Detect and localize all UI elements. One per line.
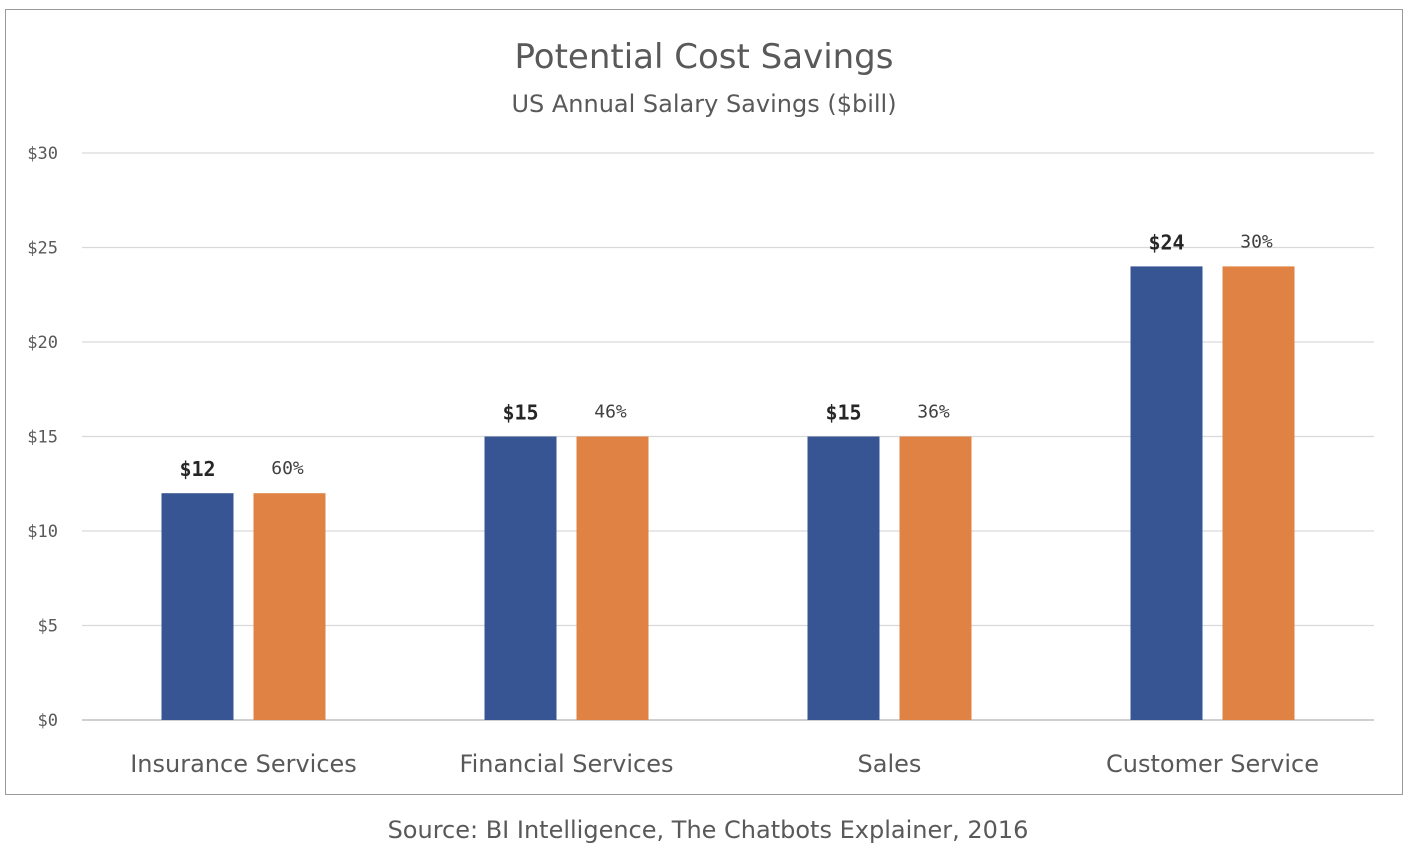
y-tick-label: $0 xyxy=(38,711,58,731)
category-label: Insurance Services xyxy=(130,750,357,778)
chart-frame: Potential Cost Savings US Annual Salary … xyxy=(5,9,1403,795)
chart-title: Potential Cost Savings xyxy=(515,37,894,77)
y-tick-label: $10 xyxy=(27,522,58,542)
bar-percent xyxy=(1222,266,1295,720)
category-label: Sales xyxy=(858,750,922,778)
data-label-value: $12 xyxy=(179,457,215,481)
data-label-percent: 46% xyxy=(594,402,627,423)
bar-percent xyxy=(576,436,649,720)
data-label-value: $15 xyxy=(502,401,538,425)
bar-percent xyxy=(253,493,326,720)
category-label: Customer Service xyxy=(1106,750,1319,778)
data-labels: $12 60% $15 46% $15 36% $24 30% xyxy=(179,230,1272,481)
y-tick-label: $25 xyxy=(27,239,58,259)
source-caption: Source: BI Intelligence, The Chatbots Ex… xyxy=(387,816,1029,844)
y-tick-label: $5 xyxy=(38,617,58,637)
y-tick-label: $20 xyxy=(27,333,58,353)
bar-value xyxy=(807,436,880,720)
bar-chart: Potential Cost Savings US Annual Salary … xyxy=(27,37,1374,778)
y-tick-label: $30 xyxy=(27,144,58,164)
data-label-percent: 36% xyxy=(917,402,950,423)
y-tick-label: $15 xyxy=(27,428,58,448)
bar-value xyxy=(1130,266,1203,720)
data-label-percent: 30% xyxy=(1240,231,1273,252)
data-label-value: $15 xyxy=(825,401,861,425)
data-label-value: $24 xyxy=(1148,230,1184,254)
bar-value xyxy=(161,493,234,720)
bars xyxy=(161,266,1295,720)
x-axis-categories: Insurance Services Financial Services Sale… xyxy=(130,750,1319,778)
category-label: Financial Services xyxy=(460,750,674,778)
bar-percent xyxy=(899,436,972,720)
data-label-percent: 60% xyxy=(271,458,304,479)
bar-value xyxy=(484,436,557,720)
y-axis-ticks: $0 $5 $10 $15 $20 $25 $30 xyxy=(27,144,58,731)
chart-subtitle: US Annual Salary Savings ($bill) xyxy=(511,90,896,118)
